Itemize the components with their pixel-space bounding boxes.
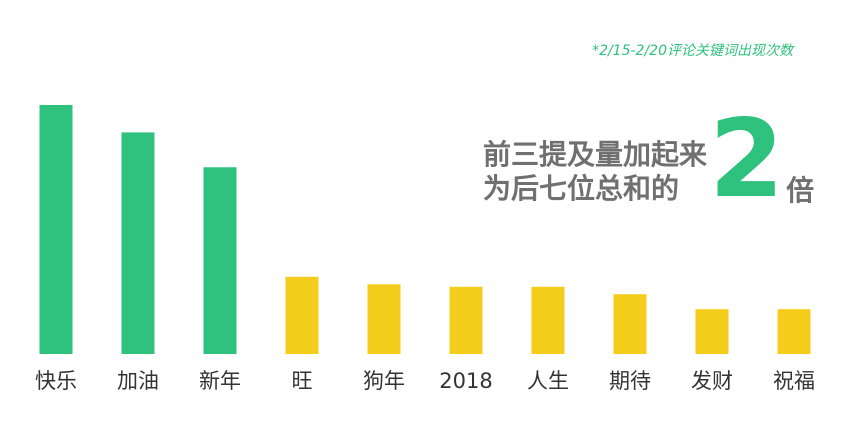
headline-unit: 倍 [786, 174, 815, 207]
x-tick-label: 快乐 [35, 369, 77, 393]
bar-3 [203, 167, 237, 354]
bar-5 [367, 284, 401, 354]
bar-10 [777, 309, 811, 354]
chart-note: *2/15-2/20评论关键词出现次数 [592, 43, 793, 59]
x-tick-label: 加油 [117, 369, 159, 393]
headline-number: 2 [709, 97, 785, 222]
x-tick-label: 新年 [199, 369, 241, 393]
x-tick-label: 狗年 [363, 369, 405, 393]
bar-8 [613, 294, 647, 354]
headline-callout: 前三提及量加起来 为后七位总和的 2 倍 [483, 97, 815, 222]
bar-1 [39, 105, 73, 354]
bar-2 [121, 132, 155, 354]
x-tick-label: 人生 [527, 369, 569, 393]
bar-6 [449, 286, 483, 354]
x-tick-label: 期待 [609, 369, 651, 393]
x-tick-label: 祝福 [773, 369, 815, 393]
x-tick-label: 2018 [439, 369, 492, 393]
headline-line2: 为后七位总和的 [483, 172, 680, 205]
x-tick-label: 旺 [292, 369, 313, 393]
bar-7 [531, 286, 565, 354]
bar-4 [285, 276, 319, 354]
headline-text: 前三提及量加起来 为后七位总和的 [483, 138, 707, 206]
x-tick-label: 发财 [691, 369, 733, 393]
bar-9 [695, 309, 729, 354]
headline-line1: 前三提及量加起来 [483, 138, 708, 171]
